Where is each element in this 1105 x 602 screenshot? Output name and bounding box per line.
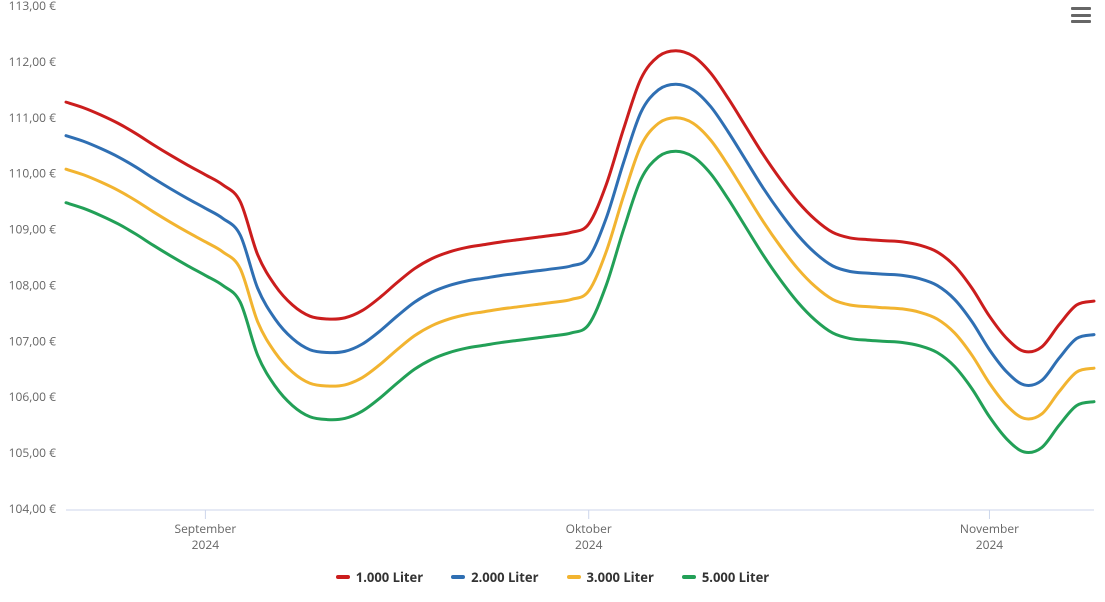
y-tick-label: 111,00 € [9,109,57,126]
series-line[interactable] [66,84,1094,385]
legend-swatch [451,575,465,579]
chart-svg: 104,00 € 105,00 € 106,00 € 107,00 € 108,00 €… [0,0,1105,560]
legend-label: 1.000 Liter [356,568,423,586]
series-line[interactable] [66,51,1094,352]
x-tick-sublabel: 2024 [192,536,220,553]
y-tick-label: 105,00 € [9,444,57,461]
x-tick-label: November [960,520,1019,537]
x-tick-label: Oktober [566,520,612,537]
y-tick-label: 107,00 € [9,332,57,349]
legend-item[interactable]: 1.000 Liter [336,568,423,586]
x-tick-sublabel: 2024 [976,536,1004,553]
y-tick-label: 112,00 € [9,53,57,70]
chart-legend: 1.000 Liter 2.000 Liter 3.000 Liter 5.000 L… [0,568,1105,586]
legend-item[interactable]: 2.000 Liter [451,568,538,586]
y-tick-label: 106,00 € [9,388,57,405]
legend-item[interactable]: 3.000 Liter [567,568,654,586]
series-line[interactable] [66,151,1094,452]
x-tick-label: September [174,520,236,537]
y-tick-label: 109,00 € [9,221,57,238]
y-tick-label: 108,00 € [9,276,57,293]
legend-swatch [682,575,696,579]
series-line[interactable] [66,118,1094,419]
series-group [66,51,1094,453]
y-tick-label: 113,00 € [9,0,57,14]
price-chart: 104,00 € 105,00 € 106,00 € 107,00 € 108,00 €… [0,0,1105,602]
legend-label: 5.000 Liter [702,568,769,586]
legend-label: 2.000 Liter [471,568,538,586]
y-tick-label: 104,00 € [9,500,57,517]
legend-swatch [336,575,350,579]
x-axis-tick-marks [205,510,989,519]
x-axis-tick-labels: September2024Oktober2024November2024 [174,520,1019,553]
legend-item[interactable]: 5.000 Liter [682,568,769,586]
y-tick-label: 110,00 € [9,165,57,182]
legend-label: 3.000 Liter [587,568,654,586]
legend-swatch [567,575,581,579]
chart-menu-button[interactable] [1069,4,1093,26]
y-axis-ticks: 104,00 € 105,00 € 106,00 € 107,00 € 108,00 €… [9,0,57,517]
hamburger-icon [1071,7,1091,10]
x-tick-sublabel: 2024 [575,536,603,553]
